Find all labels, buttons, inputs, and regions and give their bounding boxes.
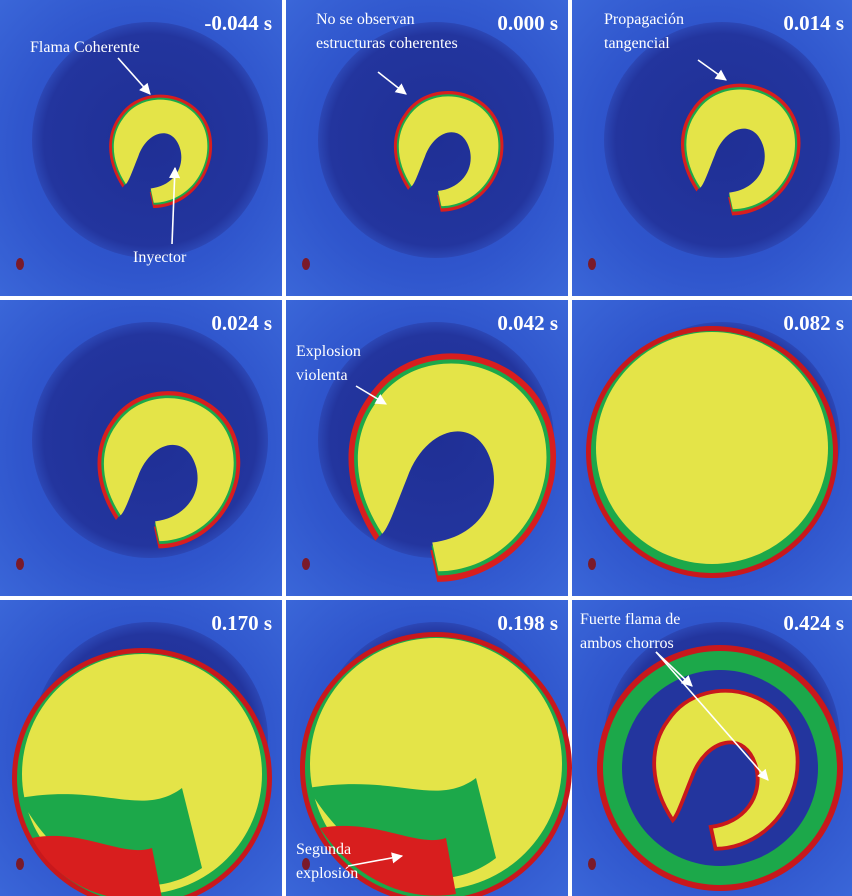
spot [588, 558, 596, 570]
time-label: 0.170 s [211, 611, 272, 635]
panel: -0.044 s Flama Coherente Inyector [0, 0, 282, 296]
figure: -0.044 s Flama Coherente Inyector 0.000 s No… [0, 0, 852, 896]
spot [588, 858, 596, 870]
chamber [318, 22, 554, 258]
spot [16, 258, 24, 270]
panel: 0.198 s Segunda explosión [286, 600, 572, 896]
time-label: 0.082 s [783, 311, 844, 335]
annotation: tangencial [604, 35, 670, 52]
spot [302, 558, 310, 570]
annotation: explosión [296, 865, 358, 882]
annotation: Fuerte flama de [580, 611, 680, 628]
spot [588, 258, 596, 270]
annotation: estructuras coherentes [316, 35, 458, 52]
spot [16, 558, 24, 570]
annotation: Flama Coherente [30, 39, 140, 56]
annotation: Propagación [604, 11, 684, 28]
time-label: 0.198 s [497, 611, 558, 635]
annotation: violenta [296, 367, 348, 384]
time-label: 0.014 s [783, 11, 844, 35]
panel: 0.082 s [572, 300, 852, 596]
panel: 0.024 s [0, 300, 282, 596]
time-label: 0.000 s [497, 11, 558, 35]
annotation: Inyector [133, 249, 187, 266]
annotation: ambos chorros [580, 635, 674, 652]
spot [302, 258, 310, 270]
panel: 0.000 s No se observan estructuras coheren… [286, 0, 568, 296]
flame [596, 332, 828, 564]
panel: 0.042 s Explosion violenta [286, 300, 568, 596]
annotation: Explosion [296, 343, 361, 360]
time-label: 0.042 s [497, 311, 558, 335]
panel: 0.424 s Fuerte flama de ambos chorros [572, 600, 852, 896]
panel: 0.170 s [0, 600, 282, 896]
annotation: No se observan [316, 11, 415, 28]
time-label: -0.044 s [204, 11, 272, 35]
time-label: 0.424 s [783, 611, 844, 635]
annotation: Segunda [296, 841, 351, 858]
spot [16, 858, 24, 870]
chamber [32, 22, 268, 258]
panel: 0.014 s Propagación tangencial [572, 0, 852, 296]
time-label: 0.024 s [211, 311, 272, 335]
